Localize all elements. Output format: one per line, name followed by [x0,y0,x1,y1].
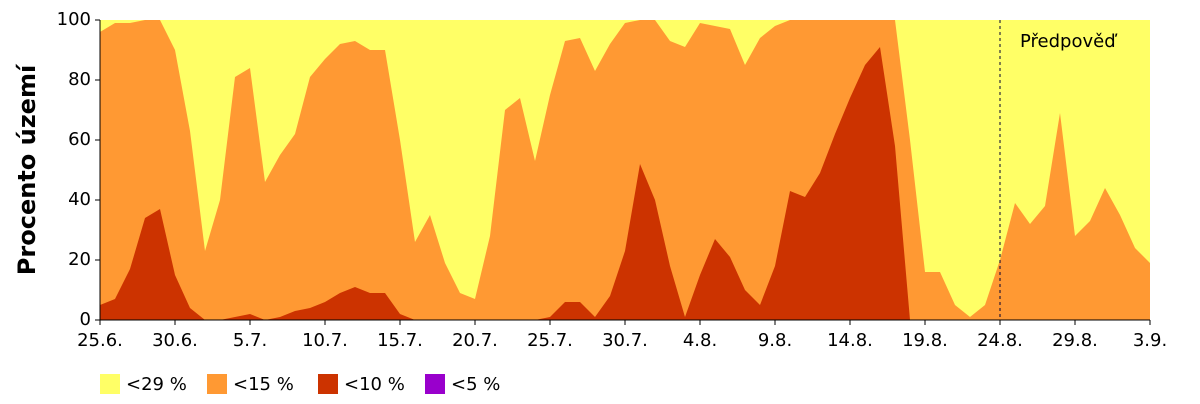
x-tick-label: 25.6. [77,330,123,351]
y-tick-label: 40 [68,189,91,210]
legend-label: <10 % [344,374,405,395]
legend-swatch [318,374,338,394]
y-tick-label: 60 [68,129,91,150]
y-tick-label: 20 [68,249,91,270]
legend-swatch [207,374,227,394]
x-tick-label: 30.6. [152,330,198,351]
x-tick-label: 9.8. [758,330,792,351]
legend-label: <15 % [233,374,294,395]
x-tick-label: 29.8. [1052,330,1098,351]
legend-swatch [425,374,445,394]
x-tick-label: 4.8. [683,330,717,351]
y-tick-label: 100 [57,9,91,30]
x-tick-label: 20.7. [452,330,498,351]
x-tick-label: 30.7. [602,330,648,351]
x-tick-label: 10.7. [302,330,348,351]
x-tick-label: 5.7. [233,330,267,351]
x-tick-label: 25.7. [527,330,573,351]
y-axis-title: Procento území [13,63,41,275]
legend-label: <29 % [126,374,187,395]
x-tick-label: 15.7. [377,330,423,351]
x-tick-label: 3.9. [1133,330,1167,351]
forecast-label: Předpověď [1020,31,1118,52]
area [100,47,1150,320]
x-tick-label: 14.8. [827,330,873,351]
x-tick-label: 19.8. [902,330,948,351]
y-tick-label: 0 [80,309,91,330]
legend-swatch [100,374,120,394]
y-tick-label: 80 [68,69,91,90]
x-tick-label: 24.8. [977,330,1023,351]
legend-label: <5 % [451,374,500,395]
